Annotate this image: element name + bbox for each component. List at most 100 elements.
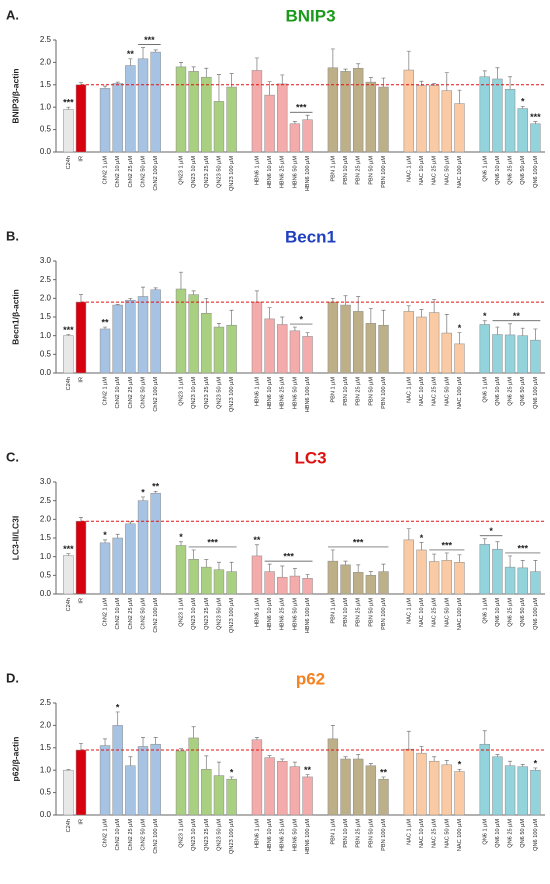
significance-label: ** <box>127 49 135 59</box>
panel-letter: C. <box>6 449 19 464</box>
x-tick-label: PBN 1 µM <box>330 598 336 624</box>
bar <box>416 549 427 595</box>
x-tick-label: ChN2 100 µM <box>153 156 159 191</box>
error-bar <box>381 77 386 88</box>
y-tick-label: 1.0 <box>40 552 52 561</box>
error-bar <box>254 57 259 71</box>
x-tick-label: HBN6 100 µM <box>305 598 311 634</box>
y-tick-label: 0.0 <box>40 147 52 156</box>
panel-letter: B. <box>6 228 19 243</box>
x-tick-label: NAC 100 µM <box>457 819 463 851</box>
y-axis-label: BNIP3/β-actin <box>10 68 20 123</box>
x-tick-label: PBN 10 µM <box>343 598 349 627</box>
significance-label: * <box>103 530 107 540</box>
error-bar <box>495 541 500 550</box>
x-tick-label: QN23 1 µM <box>178 819 184 848</box>
x-tick-label: NAC 1 µM <box>406 156 412 182</box>
bar <box>365 765 377 816</box>
x-tick-label: PBN 50 µM <box>368 819 374 848</box>
bar <box>530 123 541 153</box>
bar <box>112 83 123 153</box>
x-tick-label: NAC 10 µM <box>419 156 425 185</box>
bar <box>416 85 427 153</box>
significance-label: * <box>230 767 234 777</box>
error-bar <box>330 549 335 562</box>
error-bar <box>103 539 108 543</box>
x-tick-label: HBN6 50 µM <box>292 156 298 188</box>
x-tick-label: NAC 10 µM <box>419 377 425 406</box>
y-tick-label: 2.0 <box>40 721 52 730</box>
error-bar <box>495 67 500 79</box>
y-tick-label: 2.5 <box>40 496 52 505</box>
x-tick-label: NAC 25 µM <box>432 819 438 848</box>
bar <box>175 545 187 595</box>
x-tick-label: IR <box>78 156 84 162</box>
significance-label: *** <box>144 35 155 45</box>
bar <box>289 766 301 816</box>
error-bar <box>191 290 196 295</box>
bar <box>264 94 275 153</box>
error-bar <box>508 760 513 766</box>
bar <box>251 301 263 374</box>
x-tick-label: QN6 100 µM <box>533 598 539 630</box>
bar <box>213 775 225 816</box>
error-bar <box>280 565 285 578</box>
x-tick-label: QN23 1 µM <box>178 156 184 185</box>
bar <box>530 339 541 374</box>
x-tick-label: PBN 1 µM <box>330 819 336 845</box>
error-bar <box>178 541 183 546</box>
bar <box>441 764 452 816</box>
error-bar <box>330 297 335 303</box>
bar <box>492 756 503 816</box>
bar <box>403 539 415 595</box>
error-bar <box>178 748 183 751</box>
error-bar <box>508 76 513 90</box>
x-tick-label: QN23 10 µM <box>191 156 197 188</box>
error-bar <box>66 106 71 110</box>
error-bar <box>520 764 525 767</box>
x-tick-label: ChN2 50 µM <box>140 598 146 630</box>
chart-title: Becn1 <box>285 227 336 246</box>
error-bar <box>115 81 120 84</box>
bar <box>340 304 351 374</box>
x-tick-label: NAC 25 µM <box>432 156 438 185</box>
x-tick-label: HBN6 10 µM <box>267 377 273 409</box>
y-tick-label: 2.0 <box>40 293 52 302</box>
x-tick-label: QN23 25 µM <box>204 377 210 409</box>
x-tick-label: QN23 50 µM <box>216 598 222 630</box>
error-bar <box>254 737 259 740</box>
error-bar <box>292 761 297 767</box>
error-bar <box>153 490 158 494</box>
bar <box>530 571 541 595</box>
bar <box>517 567 528 595</box>
panel-letter: A. <box>6 7 19 22</box>
error-bar <box>406 305 411 312</box>
error-bar <box>254 544 259 556</box>
chart-title: p62 <box>296 669 325 688</box>
error-bar <box>381 309 386 326</box>
bar <box>353 572 364 595</box>
bar <box>365 323 377 374</box>
bar <box>353 311 364 374</box>
bar <box>492 334 503 374</box>
bar <box>63 335 74 374</box>
bar <box>517 108 528 153</box>
bar <box>150 51 161 153</box>
bar <box>264 571 275 595</box>
error-bar <box>533 328 538 341</box>
bar <box>454 771 465 816</box>
bar <box>226 324 237 374</box>
error-bar <box>267 307 272 319</box>
bar <box>441 560 452 595</box>
error-bar <box>343 295 348 306</box>
x-tick-label: NAC 1 µM <box>406 598 412 624</box>
error-bar <box>280 758 285 762</box>
x-tick-label: QN6 50 µM <box>520 598 526 627</box>
bar <box>213 569 225 595</box>
x-tick-label: PBN 100 µM <box>381 598 387 630</box>
x-tick-label: QN23 10 µM <box>191 377 197 409</box>
error-bar <box>482 730 487 745</box>
error-bar <box>368 308 373 324</box>
bar <box>201 566 212 595</box>
x-tick-label: QN6 25 µM <box>508 598 514 627</box>
